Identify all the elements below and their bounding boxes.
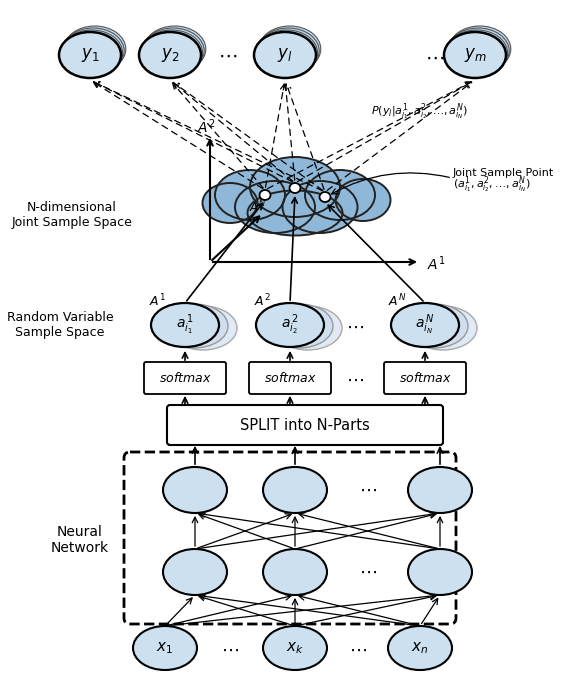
- Ellipse shape: [169, 306, 237, 350]
- Ellipse shape: [142, 28, 204, 74]
- Text: $\cdots$: $\cdots$: [425, 48, 445, 66]
- Ellipse shape: [388, 626, 452, 670]
- Ellipse shape: [254, 32, 316, 78]
- Ellipse shape: [400, 304, 468, 348]
- Ellipse shape: [215, 170, 285, 220]
- Ellipse shape: [64, 26, 126, 72]
- Ellipse shape: [259, 26, 321, 72]
- Ellipse shape: [290, 183, 301, 193]
- Text: $x_n$: $x_n$: [411, 640, 429, 656]
- Text: $\cdots$: $\cdots$: [346, 318, 364, 336]
- Text: $A^N$: $A^N$: [249, 199, 267, 216]
- Text: $A^2$: $A^2$: [197, 118, 215, 136]
- Text: $softmax$: $softmax$: [264, 371, 316, 385]
- Ellipse shape: [391, 303, 459, 347]
- Ellipse shape: [163, 467, 227, 513]
- FancyBboxPatch shape: [249, 362, 331, 394]
- Text: $A^2$: $A^2$: [253, 293, 270, 309]
- Ellipse shape: [282, 181, 358, 233]
- Ellipse shape: [141, 30, 203, 76]
- Text: $softmax$: $softmax$: [158, 371, 211, 385]
- Ellipse shape: [256, 303, 324, 347]
- Text: Joint Sample Point: Joint Sample Point: [453, 168, 554, 178]
- FancyBboxPatch shape: [124, 452, 456, 624]
- Text: $y_1$: $y_1$: [81, 46, 99, 64]
- Ellipse shape: [305, 170, 375, 220]
- Ellipse shape: [265, 304, 333, 348]
- Ellipse shape: [446, 30, 507, 76]
- Text: $\cdots$: $\cdots$: [349, 641, 367, 659]
- Ellipse shape: [256, 30, 317, 76]
- FancyBboxPatch shape: [384, 362, 466, 394]
- Text: $a^{\,N}_{i_N}$: $a^{\,N}_{i_N}$: [415, 313, 435, 337]
- Ellipse shape: [408, 467, 472, 513]
- Text: N-dimensional
Joint Sample Space: N-dimensional Joint Sample Space: [12, 201, 132, 229]
- Ellipse shape: [263, 467, 327, 513]
- Ellipse shape: [144, 26, 206, 72]
- Ellipse shape: [235, 181, 315, 233]
- Ellipse shape: [263, 626, 327, 670]
- Ellipse shape: [62, 28, 124, 74]
- Ellipse shape: [133, 626, 197, 670]
- Text: $softmax$: $softmax$: [399, 371, 452, 385]
- Text: $\cdots$: $\cdots$: [221, 641, 239, 659]
- Ellipse shape: [408, 549, 472, 595]
- Text: $\cdots$: $\cdots$: [359, 563, 377, 581]
- Text: $x_1$: $x_1$: [157, 640, 173, 656]
- Ellipse shape: [260, 190, 271, 200]
- Ellipse shape: [203, 183, 257, 223]
- Ellipse shape: [250, 157, 340, 217]
- Text: $a^{\,2}_{i_2}$: $a^{\,2}_{i_2}$: [281, 313, 299, 337]
- FancyBboxPatch shape: [144, 362, 226, 394]
- Ellipse shape: [274, 306, 342, 350]
- Text: Neural
Network: Neural Network: [51, 525, 109, 555]
- Text: $\cdots$: $\cdots$: [218, 46, 238, 64]
- Ellipse shape: [447, 28, 509, 74]
- Ellipse shape: [163, 549, 227, 595]
- Text: $\cdots$: $\cdots$: [346, 371, 364, 389]
- Ellipse shape: [444, 32, 506, 78]
- Text: $\cdots$: $\cdots$: [359, 481, 377, 499]
- Ellipse shape: [59, 32, 121, 78]
- Ellipse shape: [151, 303, 219, 347]
- Ellipse shape: [335, 179, 391, 221]
- Ellipse shape: [60, 30, 123, 76]
- Text: $y_2$: $y_2$: [161, 46, 179, 64]
- Text: $a^{\,1}_{i_1}$: $a^{\,1}_{i_1}$: [176, 313, 194, 337]
- Text: $y_l$: $y_l$: [277, 46, 293, 64]
- Text: $P(y_l|a^1_{i_1}, a^2_{i_2}, \ldots, a^N_{i_N})$: $P(y_l|a^1_{i_1}, a^2_{i_2}, \ldots, a^N…: [372, 102, 468, 122]
- Text: $A^1$: $A^1$: [427, 255, 445, 273]
- Text: $(a^1_{i_1}, a^2_{i_2}, \ldots, a^N_{i_N})$: $(a^1_{i_1}, a^2_{i_2}, \ldots, a^N_{i_N…: [453, 174, 530, 195]
- Text: Random Variable
Sample Space: Random Variable Sample Space: [7, 311, 113, 339]
- Ellipse shape: [263, 549, 327, 595]
- Text: $x_k$: $x_k$: [286, 640, 304, 656]
- FancyBboxPatch shape: [167, 405, 443, 445]
- Ellipse shape: [139, 32, 201, 78]
- Text: $y_m$: $y_m$: [464, 46, 486, 64]
- Text: $A^1$: $A^1$: [149, 293, 165, 309]
- Ellipse shape: [160, 304, 228, 348]
- Text: $A^N$: $A^N$: [388, 293, 406, 309]
- Ellipse shape: [409, 306, 477, 350]
- Text: SPLIT into N-Parts: SPLIT into N-Parts: [240, 417, 370, 433]
- Ellipse shape: [248, 190, 343, 235]
- Ellipse shape: [257, 28, 319, 74]
- Ellipse shape: [320, 192, 331, 202]
- Ellipse shape: [449, 26, 511, 72]
